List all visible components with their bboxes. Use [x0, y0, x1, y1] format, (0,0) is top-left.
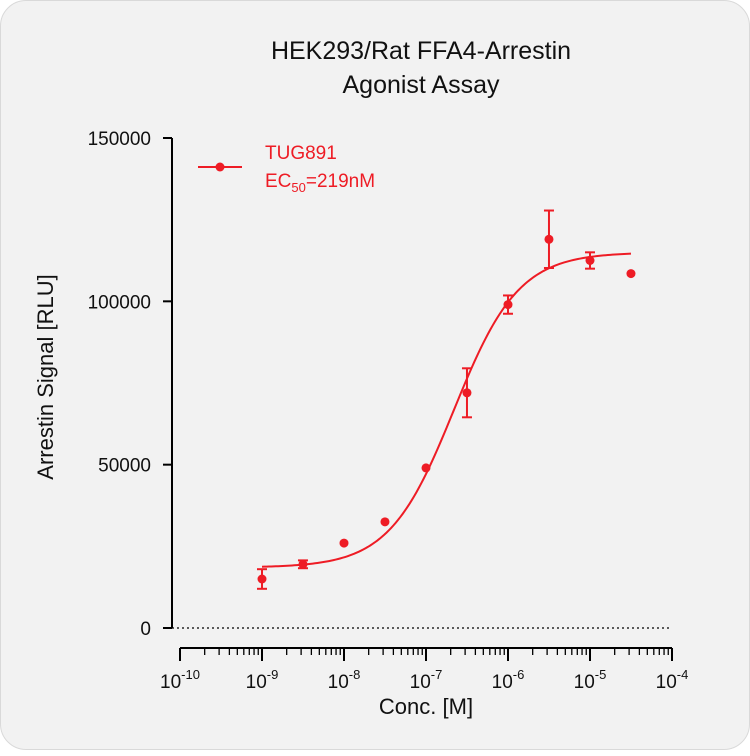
x-tick-label: 10-8 [328, 667, 361, 693]
data-point [257, 574, 267, 584]
x-tick-exponent: -6 [513, 667, 525, 682]
x-tick-label: 10-4 [656, 667, 689, 693]
x-tick-base: 10 [410, 672, 431, 693]
y-tick-label: 50000 [98, 456, 151, 477]
data-points [257, 209, 636, 590]
x-tick-label: 10-5 [574, 667, 607, 693]
x-tick-label: 10-10 [160, 667, 200, 693]
data-point [462, 388, 472, 398]
chart-title-line-1: HEK293/Rat FFA4-Arrestin [271, 37, 571, 65]
x-tick-exponent: -4 [677, 667, 689, 682]
legend-marker-swatch [215, 162, 225, 172]
data-point [339, 538, 349, 548]
x-tick-base: 10 [656, 672, 677, 693]
fit-curve-group [261, 252, 632, 568]
x-tick-base: 10 [492, 672, 513, 693]
x-tick-base: 10 [328, 672, 349, 693]
x-tick-exponent: -9 [267, 667, 279, 682]
x-tick-base: 10 [160, 672, 181, 693]
data-point [380, 517, 390, 527]
x-axis-ticks: 10-10 10-9 10-8 10-7 10-6 10-5 10-4 [160, 648, 688, 693]
x-tick-base: 10 [246, 672, 267, 693]
x-tick-base: 10 [574, 672, 595, 693]
legend-ec50: EC50=219nM [265, 171, 375, 195]
chart-title-line-2: Agonist Assay [342, 71, 500, 99]
x-tick-label: 10-7 [410, 667, 443, 693]
y-tick-label: 150000 [88, 129, 151, 150]
legend-ec-prefix: EC [265, 171, 291, 192]
data-point [626, 269, 636, 279]
data-point [503, 300, 513, 310]
x-tick-label: 10-6 [492, 667, 525, 693]
x-tick-label: 10-9 [246, 667, 279, 693]
legend-ec-value: =219nM [306, 171, 375, 192]
legend-series-name: TUG891 [265, 143, 337, 164]
y-axis-label: Arrestin Signal [RLU] [33, 274, 58, 479]
fit-curve [261, 252, 632, 568]
y-tick-label: 100000 [88, 292, 151, 313]
legend: TUG891 EC50=219nM [198, 143, 375, 195]
legend-ec-subscript: 50 [291, 180, 305, 195]
x-tick-exponent: -8 [349, 667, 361, 682]
data-point [585, 256, 595, 265]
x-axis-label: Conc. [M] [379, 694, 473, 719]
x-tick-exponent: -5 [595, 667, 607, 682]
y-tick-label: 0 [140, 619, 151, 640]
data-point [421, 463, 431, 473]
x-tick-exponent: -7 [431, 667, 443, 682]
data-point [544, 234, 554, 244]
x-tick-exponent: -10 [181, 667, 200, 682]
data-point [298, 559, 308, 569]
y-axis-ticks: 0 50000 100000 150000 [88, 129, 172, 640]
